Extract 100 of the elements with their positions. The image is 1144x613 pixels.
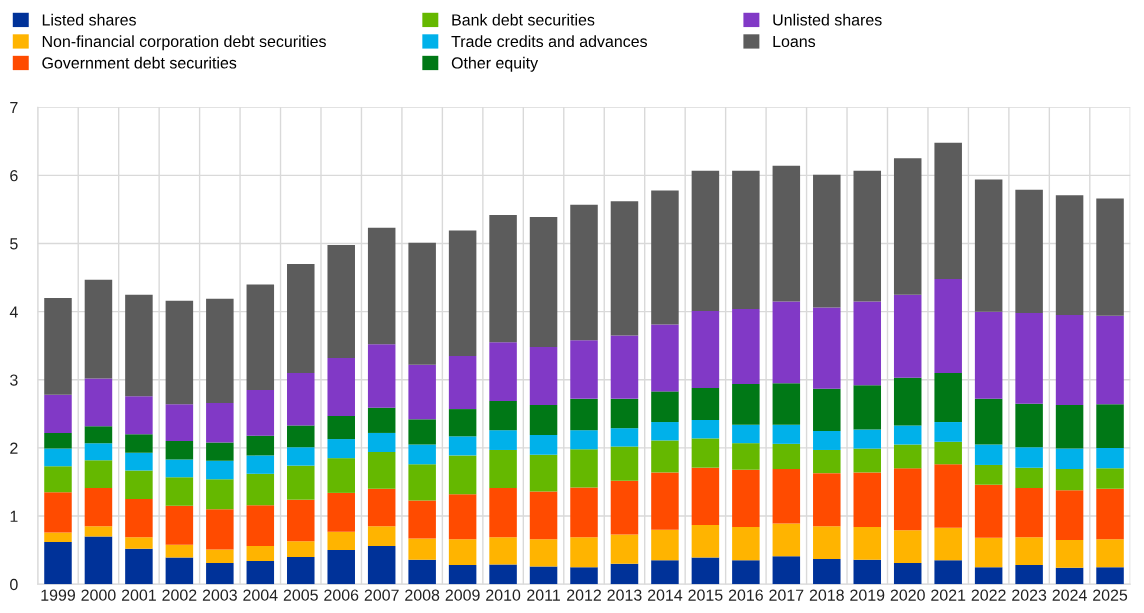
bar xyxy=(125,470,153,500)
bar xyxy=(448,355,477,410)
bar xyxy=(44,541,72,585)
bar xyxy=(934,464,962,528)
bar xyxy=(287,541,315,557)
bar xyxy=(651,440,679,473)
bar xyxy=(246,546,275,562)
bar xyxy=(1015,403,1043,448)
bar xyxy=(651,422,679,441)
bar xyxy=(893,563,922,585)
bar xyxy=(651,190,679,325)
x-tick-label: 2017 xyxy=(769,589,804,601)
bar xyxy=(206,479,234,510)
bar xyxy=(327,439,355,459)
bar xyxy=(287,425,315,448)
bar xyxy=(408,500,436,539)
bar xyxy=(691,557,720,585)
x-tick-label: 2018 xyxy=(809,589,844,601)
bar xyxy=(893,468,922,531)
bar xyxy=(570,487,598,538)
bar xyxy=(408,364,436,420)
bar xyxy=(287,465,315,500)
bar xyxy=(529,539,558,567)
bar xyxy=(570,449,598,488)
x-tick-label: 2023 xyxy=(1012,589,1047,601)
bar xyxy=(1015,488,1043,538)
bar xyxy=(1015,447,1043,468)
bar xyxy=(408,242,436,365)
bar xyxy=(813,558,841,585)
bar xyxy=(691,310,720,388)
bar xyxy=(165,505,194,545)
bar xyxy=(206,298,234,403)
x-tick-label: 2006 xyxy=(324,589,359,601)
bar xyxy=(1096,404,1124,448)
bar xyxy=(125,434,153,453)
x-tick-label: 2005 xyxy=(283,589,318,601)
bar xyxy=(893,158,922,295)
bar xyxy=(1055,567,1084,585)
legend-label: Other equity xyxy=(451,56,539,72)
x-tick-label: 2015 xyxy=(688,589,723,601)
bar xyxy=(489,400,517,431)
bar xyxy=(165,544,194,558)
bar xyxy=(165,300,194,405)
bar xyxy=(853,301,882,386)
bar xyxy=(448,494,477,540)
bar xyxy=(84,526,113,537)
bar xyxy=(367,344,396,408)
bar xyxy=(732,443,760,470)
bar xyxy=(246,390,275,436)
bar xyxy=(772,443,801,470)
bar xyxy=(974,311,1003,399)
bar xyxy=(732,469,760,527)
bar xyxy=(448,436,477,456)
x-tick-label: 2003 xyxy=(202,589,237,601)
bar xyxy=(1055,539,1084,568)
bar xyxy=(529,216,558,348)
bar xyxy=(570,567,598,585)
bar xyxy=(1096,488,1124,540)
x-tick-label: 2002 xyxy=(162,589,197,601)
bar xyxy=(772,424,801,444)
bar xyxy=(691,170,720,311)
bar xyxy=(1015,537,1043,566)
bar xyxy=(732,424,760,444)
bar xyxy=(84,279,113,379)
bar xyxy=(1055,490,1084,540)
bar xyxy=(772,301,801,384)
bar xyxy=(287,499,315,542)
bar xyxy=(125,537,153,549)
x-tick-label: 2012 xyxy=(567,589,601,601)
bar xyxy=(570,398,598,431)
x-tick-label: 2013 xyxy=(607,589,642,601)
bar xyxy=(529,491,558,540)
legend-label: Unlisted shares xyxy=(773,13,882,26)
bar xyxy=(893,530,922,564)
bar xyxy=(327,550,355,585)
bar xyxy=(489,342,517,401)
bar xyxy=(974,179,1003,312)
bar xyxy=(813,449,841,474)
bar xyxy=(934,278,962,373)
bar xyxy=(772,469,801,524)
x-tick-label: 2020 xyxy=(890,589,925,601)
bar xyxy=(84,536,113,585)
y-tick-label: 2 xyxy=(10,442,18,454)
bar xyxy=(691,438,720,468)
x-tick-label: 2019 xyxy=(850,589,885,601)
bar xyxy=(448,565,477,585)
bar xyxy=(1096,567,1124,585)
bar xyxy=(610,480,639,535)
bar xyxy=(327,492,355,532)
bar xyxy=(489,488,517,538)
bar xyxy=(84,378,113,427)
bar xyxy=(1055,405,1084,449)
bar xyxy=(813,174,841,308)
bar xyxy=(853,429,882,449)
bar xyxy=(206,402,234,443)
bar xyxy=(125,294,153,397)
bar xyxy=(1015,189,1043,314)
bar xyxy=(893,425,922,445)
bar xyxy=(974,567,1003,585)
y-tick-label: 4 xyxy=(9,306,18,318)
